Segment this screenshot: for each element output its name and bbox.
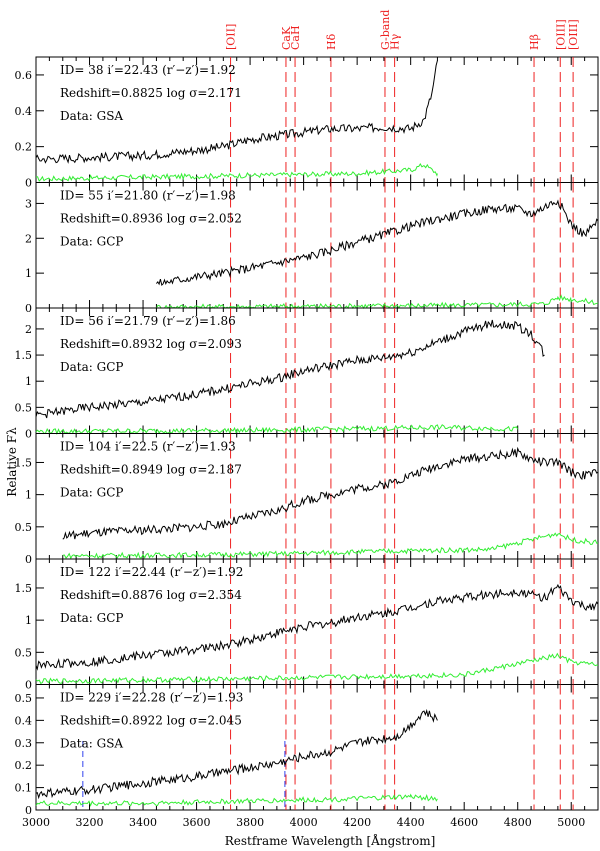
line-marker-label: Hδ	[325, 33, 338, 50]
line-marker-label: [OIII]	[567, 19, 580, 50]
y-tick-label: 0.2	[15, 759, 33, 772]
panel-id-text: ID= 104 i′=22.5 (r′−z′)=1.93	[60, 440, 236, 454]
object-spectrum	[35, 319, 545, 419]
panel-redshift-text: Redshift=0.8825 log σ=2.171	[60, 86, 242, 100]
panel-source-text: Data: GCP	[60, 611, 123, 625]
y-tick-label: 1.5	[15, 349, 33, 362]
y-tick-label: 3	[25, 197, 32, 210]
line-marker-label: Hγ	[389, 33, 402, 50]
y-tick-label: 1.5	[15, 582, 33, 595]
line-marker-label: CaK	[280, 26, 293, 50]
y-tick-label: 0	[25, 553, 32, 566]
spectrum-panel: 0 0.5 1 1.5 ID= 104 i′=22.5 (r′−z′)=1.93 Reds…	[15, 433, 599, 566]
panel-redshift-text: Redshift=0.8949 log σ=2.187	[60, 463, 242, 477]
x-tick-label: 3200	[76, 816, 104, 829]
panel-source-text: Data: GCP	[60, 486, 123, 500]
panel-source-text: Data: GSA	[60, 109, 123, 123]
object-spectrum	[35, 583, 599, 671]
y-tick-label: 1	[25, 375, 32, 388]
x-tick-label: 4800	[504, 816, 532, 829]
x-tick-label: 3800	[236, 816, 264, 829]
y-tick-label: 0.4	[15, 714, 33, 727]
line-marker-label: Hβ	[528, 34, 541, 50]
error-spectrum	[155, 294, 599, 310]
panel-id-text: ID= 229 i′=22.28 (r′−z′)=1.93	[60, 691, 243, 705]
y-tick-label: 2	[25, 323, 32, 336]
panel-redshift-text: Redshift=0.8936 log σ=2.052	[60, 212, 242, 226]
error-spectrum	[35, 424, 519, 435]
y-tick-label: 0	[25, 302, 32, 315]
object-spectrum	[156, 199, 599, 287]
x-tick-label: 4200	[343, 816, 371, 829]
y-tick-label: 0	[25, 679, 32, 692]
x-tick-label: 5000	[557, 816, 585, 829]
object-spectrum	[35, 708, 438, 800]
y-tick-label: 1	[25, 267, 32, 280]
x-tick-label: 4000	[290, 816, 318, 829]
y-tick-label: 1	[25, 614, 32, 627]
spectrum-panel: 0 0.5 1 1.5 ID= 122 i′=22.44 (r′−z′)=1.92 Red…	[15, 558, 599, 692]
x-tick-label: 3000	[22, 816, 50, 829]
panel-redshift-text: Redshift=0.8922 log σ=2.045	[60, 714, 242, 728]
y-tick-label: 0	[25, 804, 32, 817]
error-spectrum	[62, 532, 599, 560]
panel-source-text: Data: GSA	[60, 737, 123, 751]
line-marker-label: G-band	[379, 10, 392, 50]
y-axis-label: Relative Fλ	[5, 427, 19, 497]
spectrum-panel: 0 0.5 1 1.5 2 ID= 56 i′=21.79 (r′−z′)=1.86 Red…	[15, 307, 599, 441]
panel-redshift-text: Redshift=0.8932 log σ=2.093	[60, 337, 242, 351]
object-spectrum	[35, 60, 438, 164]
error-spectrum	[35, 652, 599, 685]
x-tick-label: 3600	[183, 816, 211, 829]
y-tick-label: 0.5	[15, 401, 33, 414]
x-axis-label: Restframe Wavelength [Ångstrom]	[224, 834, 436, 848]
x-tick-label: 4400	[397, 816, 425, 829]
error-spectrum	[35, 793, 438, 807]
y-tick-label: 0.4	[15, 105, 33, 118]
y-tick-label: 0.5	[15, 692, 33, 705]
panel-source-text: Data: GCP	[60, 360, 123, 374]
object-spectrum	[62, 446, 599, 540]
spectrum-panel: 0 1 2 3 ID= 55 i′=21.80 (r′−z′)=1.98 Redshift…	[25, 182, 599, 315]
panel-source-text: Data: GCP	[60, 235, 123, 249]
panel-id-text: ID= 55 i′=21.80 (r′−z′)=1.98	[60, 189, 236, 203]
line-marker-label: [OII]	[225, 24, 238, 50]
x-tick-label: 3400	[129, 816, 157, 829]
y-tick-label: 0	[25, 177, 32, 190]
panel-id-text: ID= 122 i′=22.44 (r′−z′)=1.92	[60, 565, 243, 579]
line-marker-label: [OIII]	[554, 19, 567, 50]
y-tick-label: 0.6	[15, 69, 33, 82]
y-tick-label: 0	[25, 428, 32, 441]
y-tick-label: 0.5	[15, 646, 33, 659]
line-marker-label: CaH	[289, 25, 302, 50]
spectrum-panel: 0 0.1 0.2 0.3 0.4 0.5 ID= 229 i′=22.28 (r′−z′)…	[15, 684, 599, 817]
panel-id-text: ID= 56 i′=21.79 (r′−z′)=1.86	[60, 314, 236, 328]
y-tick-label: 0.5	[15, 521, 33, 534]
y-tick-label: 1.5	[15, 456, 33, 469]
error-spectrum	[35, 163, 438, 182]
y-tick-label: 0.1	[15, 782, 33, 795]
x-tick-label: 4600	[450, 816, 478, 829]
y-tick-label: 2	[25, 232, 32, 245]
panel-id-text: ID= 38 i′=22.43 (r′−z′)=1.92	[60, 63, 236, 77]
y-tick-label: 0.3	[15, 737, 33, 750]
y-tick-label: 1	[25, 489, 32, 502]
spectrum-panel: 0 0.2 0.4 0.6 ID= 38 i′=22.43 (r′−z′)=1.92 Re…	[15, 56, 599, 190]
y-tick-label: 0.2	[15, 141, 33, 154]
panel-redshift-text: Redshift=0.8876 log σ=2.354	[60, 588, 242, 602]
